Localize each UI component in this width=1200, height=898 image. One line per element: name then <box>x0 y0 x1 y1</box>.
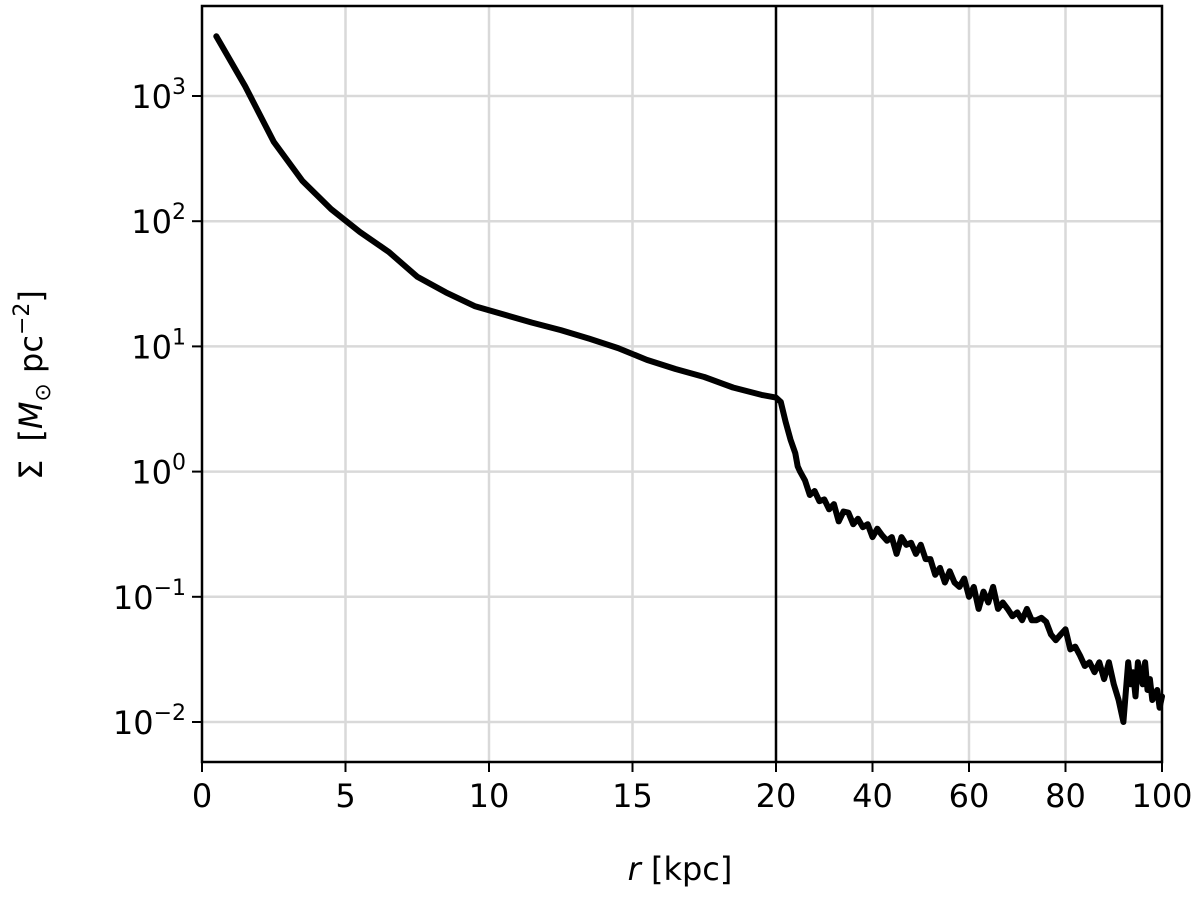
y-tick-label: 102 <box>131 200 186 241</box>
y-tick-label: 101 <box>131 325 186 366</box>
x-tick-label: 60 <box>949 777 990 815</box>
x-tick-label: 100 <box>1131 777 1192 815</box>
x-tick-label: 5 <box>335 777 355 815</box>
plot-frame <box>200 4 1164 764</box>
y-axis-label: Σ [M⊙ pc−2] <box>10 290 56 480</box>
x-tick-label: 80 <box>1045 777 1086 815</box>
x-axis-ticks: 0 5 10 15 20 40 60 80 100 <box>192 762 1193 815</box>
x-tick-label: 40 <box>852 777 893 815</box>
x-tick-label: 10 <box>469 777 510 815</box>
y-axis-label-sigma: Σ <box>12 460 50 480</box>
x-axis-label-italic: r <box>628 850 643 888</box>
y-tick-label: 10−1 <box>113 576 186 617</box>
y-axis-label-sun: ⊙ <box>31 383 56 401</box>
x-axis-label: r [kpc] <box>628 850 733 888</box>
y-axis-label-exp: −2 <box>10 303 35 335</box>
y-axis-label-m: M <box>12 402 50 430</box>
y-tick-label: 103 <box>131 75 186 116</box>
x-tick-label: 15 <box>612 777 653 815</box>
y-axis-label-open: [ <box>12 429 50 441</box>
series-line <box>213 33 1165 725</box>
grid <box>202 6 1162 762</box>
x-axis-label-rest: [kpc] <box>641 850 733 888</box>
y-tick-label: 100 <box>131 451 186 492</box>
y-axis-ticks: 103 102 101 100 10−1 10−2 <box>113 75 202 742</box>
y-axis-label-close: ] <box>12 290 50 302</box>
x-tick-label: 20 <box>756 777 797 815</box>
y-axis-label-pc: pc <box>12 335 50 383</box>
x-tick-label: 0 <box>192 777 212 815</box>
y-tick-label: 10−2 <box>113 701 186 742</box>
